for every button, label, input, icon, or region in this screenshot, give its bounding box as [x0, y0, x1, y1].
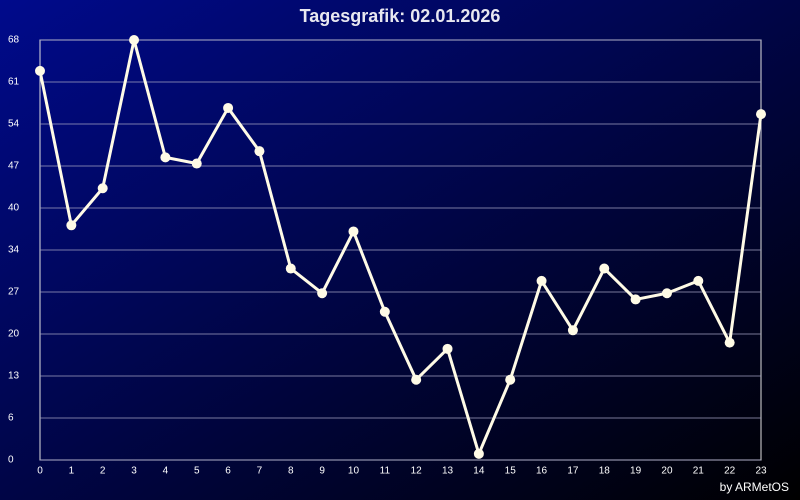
x-tick-label: 6: [225, 466, 231, 477]
x-tick-label: 22: [724, 466, 736, 477]
x-tick-label: 19: [630, 466, 642, 477]
x-tick-label: 13: [442, 466, 454, 477]
x-tick-label: 5: [194, 466, 200, 477]
point: [599, 263, 610, 274]
y-tick-label: 0: [8, 455, 14, 466]
x-tick-label: 0: [37, 466, 43, 477]
point: [379, 306, 390, 317]
y-tick-label: 27: [8, 287, 20, 298]
point: [285, 263, 296, 274]
point: [66, 220, 77, 231]
x-tick-label: 14: [473, 466, 485, 477]
y-tick-label: 34: [8, 245, 20, 256]
x-tick-label: 21: [693, 466, 705, 477]
x-tick-label: 11: [380, 466, 391, 477]
point: [661, 288, 672, 299]
x-tick-label: 12: [411, 466, 423, 477]
x-tick-label: 7: [257, 466, 263, 477]
y-tick-label: 47: [8, 161, 20, 172]
point: [254, 146, 265, 157]
point: [317, 288, 328, 299]
point: [505, 374, 516, 385]
point: [129, 35, 140, 45]
point: [442, 343, 453, 354]
point: [411, 374, 422, 385]
x-tick-label: 1: [69, 466, 75, 477]
y-tick-label: 61: [8, 77, 20, 88]
x-tick-label: 2: [100, 466, 106, 477]
point: [160, 152, 171, 163]
y-tick-label: 68: [8, 35, 20, 46]
y-tick-label: 13: [8, 371, 20, 382]
point: [756, 109, 766, 120]
y-tick-label: 40: [8, 203, 20, 214]
x-tick-label: 4: [163, 466, 169, 477]
credit: by ARMetOS: [720, 480, 789, 494]
point: [223, 102, 234, 113]
point: [693, 275, 704, 286]
x-tick-label: 3: [131, 466, 137, 477]
point: [191, 158, 202, 169]
y-tick-label: 20: [8, 329, 20, 340]
point: [35, 65, 45, 76]
y-tick-label: 54: [8, 119, 20, 130]
point: [724, 337, 735, 348]
point: [536, 275, 547, 286]
x-tick-label: 9: [319, 466, 325, 477]
point: [473, 448, 484, 459]
x-tick-label: 16: [536, 466, 548, 477]
y-tick-label: 6: [8, 413, 14, 424]
point: [348, 226, 359, 237]
x-tick-label: 20: [661, 466, 673, 477]
line: [38, 38, 763, 456]
x-tick-label: 15: [505, 466, 517, 477]
x-tick-label: 8: [288, 466, 294, 477]
chart-title: Tagesgrafik: 02.01.2026: [300, 6, 501, 26]
x-tick-label: 23: [755, 466, 767, 477]
x-tick-label: 10: [348, 466, 360, 477]
x-tick-label: 17: [567, 466, 579, 477]
x-tick-label: 18: [599, 466, 611, 477]
point: [630, 294, 641, 305]
point: [97, 183, 108, 194]
point: [567, 325, 578, 336]
